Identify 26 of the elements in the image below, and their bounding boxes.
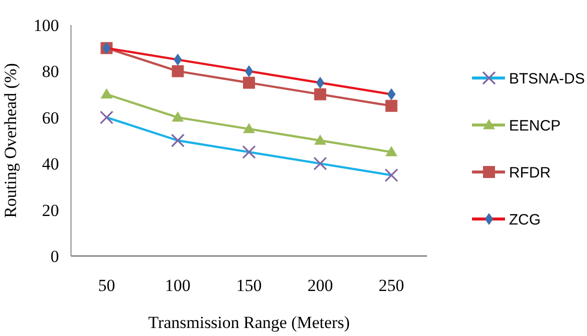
y-tick-label: 60 bbox=[42, 108, 59, 128]
x-tick-label: 200 bbox=[307, 276, 333, 295]
point bbox=[243, 122, 255, 134]
point bbox=[314, 88, 326, 100]
point bbox=[100, 88, 113, 98]
x-tick-label: 250 bbox=[378, 276, 404, 295]
y-tick-label: 20 bbox=[42, 200, 59, 220]
point bbox=[172, 65, 184, 78]
y-tick-label: 100 bbox=[34, 16, 59, 35]
point bbox=[314, 134, 326, 145]
y-tick-label: 80 bbox=[42, 62, 59, 82]
legend-label: RFDR bbox=[509, 164, 551, 182]
point bbox=[385, 146, 398, 156]
x-axis-title: Transmission Range (Meters) bbox=[148, 313, 350, 332]
legend-label: BTSNA-DS bbox=[509, 70, 585, 88]
legend-label: ZCG bbox=[509, 211, 541, 228]
y-tick-label: 0 bbox=[50, 246, 59, 266]
x-tick-label: 50 bbox=[98, 276, 116, 295]
point bbox=[243, 76, 255, 89]
point bbox=[385, 100, 398, 112]
legend-label: EENCP bbox=[509, 117, 561, 134]
x-tick-label: 150 bbox=[236, 276, 262, 295]
y-axis-title: Routing Overhead (%) bbox=[1, 63, 20, 218]
point bbox=[172, 111, 184, 122]
x-tick-label: 100 bbox=[165, 276, 191, 295]
y-tick-label: 40 bbox=[42, 154, 59, 174]
